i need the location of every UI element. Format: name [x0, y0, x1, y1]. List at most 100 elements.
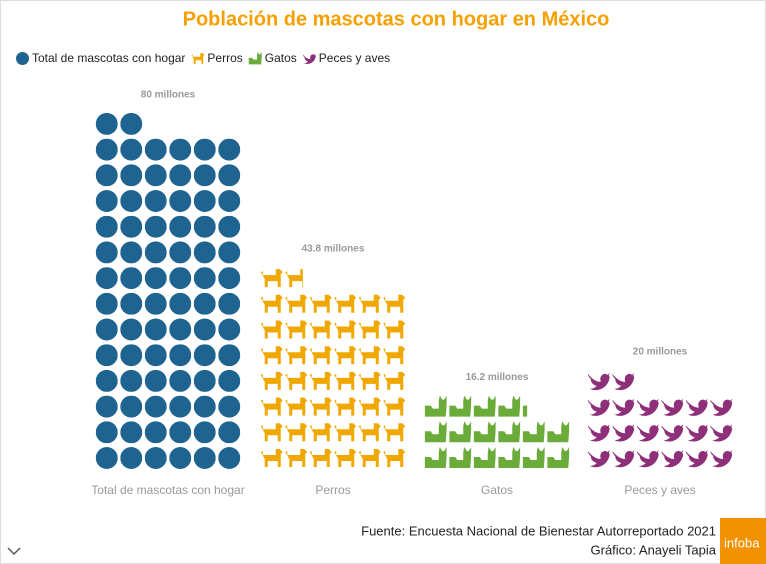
icon — [95, 267, 118, 290]
icon — [193, 421, 216, 444]
icon — [120, 215, 143, 238]
icon — [169, 421, 192, 444]
icon-shape — [193, 267, 216, 290]
icon-shape — [193, 138, 216, 161]
icon-shape — [144, 369, 167, 392]
icon-shape — [95, 292, 118, 315]
category-label: Gatos — [481, 483, 513, 497]
icon — [169, 241, 192, 264]
icon — [218, 138, 241, 161]
icon — [193, 241, 216, 264]
icon — [95, 292, 118, 315]
icon-shape — [218, 421, 241, 444]
icon-shape — [169, 190, 192, 212]
legend-label: Peces y aves — [319, 51, 390, 65]
icon-shape — [120, 138, 143, 161]
icon — [120, 241, 143, 264]
icon — [120, 164, 143, 187]
icon-shape — [218, 215, 241, 238]
icon — [169, 267, 192, 290]
icon — [218, 241, 241, 264]
icon — [120, 292, 143, 315]
icon-shape — [193, 164, 216, 187]
icon — [144, 421, 167, 444]
chart-title: Población de mascotas con hogar en Méxic… — [183, 8, 610, 30]
icon-shape — [120, 267, 143, 290]
icon-shape — [95, 369, 118, 392]
icon-shape — [193, 369, 216, 392]
icon-shape — [193, 215, 216, 238]
icon-shape — [144, 447, 167, 469]
icon-shape — [95, 267, 118, 290]
icon — [169, 369, 192, 392]
icon — [193, 267, 216, 290]
icon-shape — [193, 344, 216, 367]
legend-item: Total de mascotas con hogar — [16, 51, 185, 65]
icon — [120, 421, 143, 444]
icon-shape — [218, 190, 241, 212]
icon-shape — [218, 241, 241, 264]
icon — [95, 241, 118, 264]
legend-item: Peces y aves — [302, 51, 390, 65]
icon-shape — [218, 447, 241, 469]
dropdown-icon[interactable] — [7, 547, 21, 556]
icon — [95, 138, 118, 161]
icon-shape — [144, 164, 167, 187]
icon-shape — [95, 447, 118, 469]
legend-label: Total de mascotas con hogar — [32, 51, 185, 65]
icon-shape — [169, 421, 192, 444]
icon — [218, 318, 241, 341]
icon — [218, 190, 241, 212]
icon — [193, 395, 216, 418]
icon-shape — [144, 267, 167, 290]
icon — [169, 190, 192, 212]
icon — [95, 318, 118, 341]
icon — [144, 318, 167, 341]
icon — [169, 344, 192, 367]
icon — [95, 395, 118, 418]
icon — [169, 138, 192, 161]
icon — [120, 395, 143, 418]
icon-shape — [120, 164, 143, 187]
icon-shape — [169, 369, 192, 392]
icon-shape — [120, 215, 143, 238]
icon — [193, 344, 216, 367]
icon-shape — [218, 164, 241, 187]
icon — [193, 164, 216, 187]
icon — [193, 138, 216, 161]
icon — [144, 267, 167, 290]
icon-shape — [193, 292, 216, 315]
icon-shape — [144, 190, 167, 212]
icon-shape — [120, 190, 143, 212]
icon — [95, 421, 118, 444]
icon — [169, 447, 192, 469]
icon-shape — [120, 344, 143, 367]
icon — [95, 447, 118, 469]
icon-shape — [95, 164, 118, 187]
icon-shape — [218, 292, 241, 315]
icon-shape — [120, 292, 143, 315]
icon — [144, 215, 167, 238]
legend-item: Gatos — [248, 51, 297, 65]
icon-shape — [169, 344, 192, 367]
icon-shape — [95, 421, 118, 444]
icon — [95, 344, 118, 367]
icon-shape — [95, 112, 118, 135]
icon — [120, 369, 143, 392]
icon — [144, 395, 167, 418]
icon — [95, 164, 118, 187]
icon — [218, 292, 241, 315]
logo: infoba — [724, 535, 760, 550]
icon — [95, 112, 118, 135]
icon-shape — [193, 241, 216, 264]
icon — [120, 112, 143, 135]
icon-shape — [169, 215, 192, 238]
icon — [120, 138, 143, 161]
legend-label: Gatos — [265, 51, 297, 65]
icon-shape — [193, 447, 216, 469]
icon-shape — [144, 344, 167, 367]
icon-shape — [169, 138, 192, 161]
icon — [218, 164, 241, 187]
icon-shape — [120, 421, 143, 444]
icon-shape — [120, 395, 143, 418]
